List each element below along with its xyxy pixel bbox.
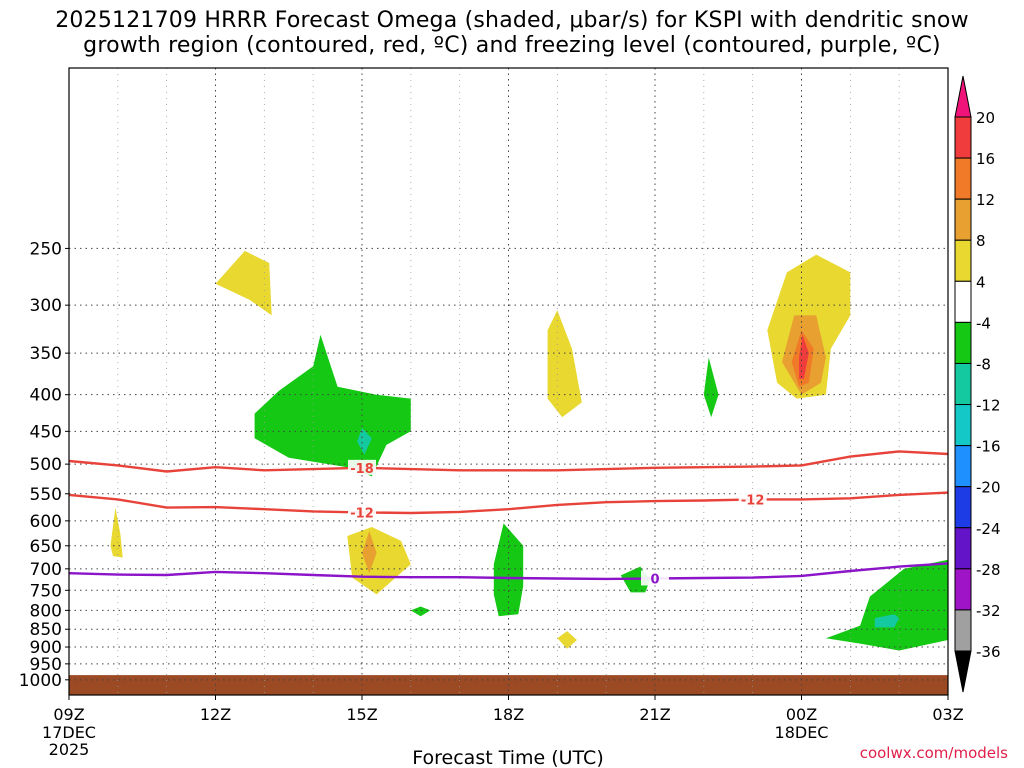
omega-region-18 [874, 614, 900, 628]
y-tick-label-550: 550 [30, 485, 62, 505]
contour-label-0-1: -18 [350, 462, 374, 477]
omega-region-17 [825, 559, 948, 651]
colorbar-box-10 [954, 486, 972, 529]
colorbar-label--12: -12 [976, 397, 1001, 415]
omega-region-16 [703, 357, 719, 418]
chart-subtitle: growth region (contoured, red, ºC) and f… [83, 33, 941, 58]
omega-region-6 [557, 631, 577, 649]
omega-region-11 [254, 334, 411, 477]
colorbar-box-8 [954, 404, 972, 447]
x-tick-label-15Z: 15Z [346, 705, 377, 724]
y-tick-label-600: 600 [30, 512, 62, 532]
colorbar-box-5 [954, 280, 972, 323]
omega-shading-layer [110, 250, 948, 651]
y-tick-label-800: 800 [30, 601, 62, 621]
colorbar-label--28: -28 [976, 561, 1001, 579]
chart-title: 2025121709 HRRR Forecast Omega (shaded, … [55, 8, 969, 33]
contour-line-freezing-level [68, 562, 949, 581]
credit-text: coolwx.com/models [859, 744, 1008, 762]
colorbar-top-arrow [954, 75, 972, 118]
colorbar-box-3 [954, 198, 972, 241]
y-tick-label-700: 700 [30, 560, 62, 580]
y-axis: 2503003504004505005506006507007508008509… [19, 239, 69, 691]
colorbar: 20 16 12 8 4 -4 -8 -12 -16 -20 -24 -28 -32 -36 [954, 75, 1001, 693]
x-axis-label: Forecast Time (UTC) [412, 747, 603, 768]
contour-label-1-extra0: -12 [741, 493, 765, 508]
colorbar-label-20: 20 [976, 109, 995, 127]
colorbar-box-9 [954, 445, 972, 488]
x-tick-label-12Z: 12Z [200, 705, 231, 724]
colorbar-label--4: -4 [976, 314, 991, 332]
x-tick-year-09Z: 2025 [49, 740, 90, 759]
colorbar-label--20: -20 [976, 479, 1001, 497]
colorbar-label-8: 8 [976, 232, 986, 250]
colorbar-box-6 [954, 321, 972, 364]
x-tick-label-00Z: 00Z [786, 705, 817, 724]
y-tick-label-500: 500 [30, 455, 62, 475]
y-tick-label-900: 900 [30, 638, 62, 658]
colorbar-box-1 [954, 116, 972, 159]
y-tick-label-950: 950 [30, 655, 62, 675]
x-tick-date-09Z: 17DEC [42, 723, 96, 742]
y-tick-label-850: 850 [30, 620, 62, 640]
colorbar-label--16: -16 [976, 438, 1001, 456]
colorbar-box-13 [954, 609, 972, 652]
omega-region-2 [110, 507, 123, 558]
y-tick-label-400: 400 [30, 386, 62, 406]
y-tick-label-450: 450 [30, 422, 62, 442]
colorbar-box-11 [954, 527, 972, 570]
y-tick-label-650: 650 [30, 537, 62, 557]
omega-region-10 [799, 334, 809, 379]
grid-layer [68, 68, 949, 695]
colorbar-label--32: -32 [976, 602, 1001, 620]
x-tick-label-21Z: 21Z [639, 705, 670, 724]
colorbar-box-2 [954, 157, 972, 200]
colorbar-bottom-arrow [954, 650, 972, 693]
x-tick-label-09Z: 09Z [53, 705, 84, 724]
colorbar-box-4 [954, 239, 972, 282]
x-tick-date-00Z: 18DEC [775, 723, 829, 742]
colorbar-label-16: 16 [976, 150, 995, 168]
colorbar-label--24: -24 [976, 520, 1001, 538]
colorbar-label-12: 12 [976, 191, 995, 209]
x-tick-label-03Z: 03Z [932, 705, 963, 724]
omega-region-1 [215, 250, 272, 316]
y-tick-label-750: 750 [30, 581, 62, 601]
y-tick-label-1000: 1000 [19, 671, 62, 691]
x-tick-label-18Z: 18Z [493, 705, 524, 724]
contour-label-bg-1-1 [348, 504, 376, 520]
contour-label-1-1: -12 [350, 506, 374, 521]
y-tick-label-250: 250 [30, 239, 62, 259]
omega-region-4 [362, 531, 377, 574]
contour-line-minus18 [68, 450, 949, 473]
colorbar-box-12 [954, 568, 972, 611]
contour-line-minus12 [68, 491, 949, 515]
y-tick-label-350: 350 [30, 344, 62, 364]
omega-region-13 [410, 606, 431, 617]
colorbar-box-7 [954, 362, 972, 406]
contour-label-bg-2-1 [641, 570, 669, 586]
omega-region-3 [347, 527, 411, 595]
colorbar-label--36: -36 [976, 643, 1001, 661]
omega-region-12 [357, 427, 372, 455]
colorbar-label-4: 4 [976, 273, 986, 291]
colorbar-label--8: -8 [976, 355, 991, 373]
contour-label-bg-0-1 [348, 459, 376, 475]
contour-label-2-1: 0 [650, 572, 659, 587]
y-tick-label-300: 300 [30, 296, 62, 316]
omega-region-5 [547, 310, 582, 418]
contour-line-layer: -18 -12 0 -12 [68, 450, 949, 587]
contour-label-bg-1-extra0 [738, 491, 767, 507]
